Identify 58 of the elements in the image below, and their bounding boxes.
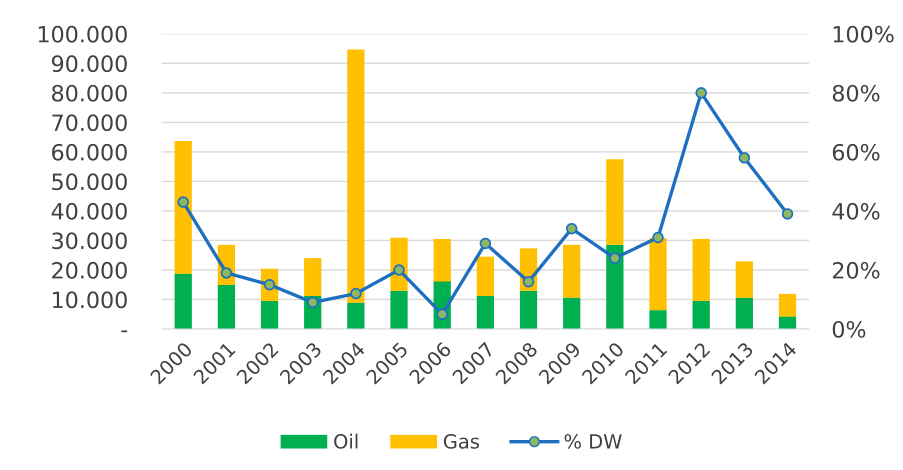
point [178,196,189,208]
y-tick-label: - [121,330,128,332]
point [738,152,750,164]
y-tick-label: 20.000 [52,262,127,279]
y-tick-label: 50.000 [52,173,127,190]
y-tick-label: 10.000 [52,291,127,308]
bar [649,310,667,329]
bar [520,290,538,329]
bar [434,238,451,282]
y2-tick-label: 60% [832,144,880,161]
point [220,267,232,279]
y2-tick-label: 100% [834,26,894,43]
y2-tick-label: 20% [832,262,880,279]
bar [563,298,580,329]
bar [692,238,710,301]
bar [347,49,365,303]
bar [476,296,494,329]
point [480,238,492,250]
y2-tick-label: 40% [832,202,880,220]
bar [174,274,192,329]
bar [304,258,322,296]
point [307,296,318,308]
point [566,222,578,234]
point [609,252,621,264]
bar [736,298,753,329]
y-tick-label: 80.000 [52,84,127,102]
point [436,308,448,320]
bar [390,290,408,329]
y-tick-label: 30.000 [52,232,127,250]
bar [606,159,624,245]
y-tick-label: 90.000 [52,55,127,72]
point [522,276,534,288]
bar [260,300,278,329]
bar [692,300,710,329]
y-tick-label: 100.000 [38,26,127,43]
bar [649,238,667,310]
y2-tick-label: 0% [832,320,866,338]
bar [218,285,236,329]
y-tick-label: 40.000 [52,202,127,220]
bar [778,316,796,329]
point [350,288,362,300]
point [393,264,405,276]
bar [563,244,580,298]
y2-tick-label: 80% [832,84,880,102]
y-tick-label: 70.000 [52,114,127,132]
bar [606,244,624,329]
legend-label: % DW [564,434,622,449]
bar [736,261,753,298]
bar [174,140,192,274]
point [695,87,707,99]
legend-label: Oil [334,434,358,449]
bar [476,256,494,296]
point [652,232,664,244]
y-tick-label: 60.000 [52,144,127,161]
legend-label: Gas [444,434,479,449]
bar [778,294,796,317]
bar [347,302,365,329]
point [782,208,794,220]
